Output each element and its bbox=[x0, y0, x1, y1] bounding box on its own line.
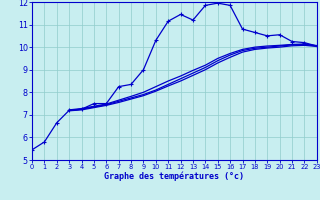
X-axis label: Graphe des températures (°c): Graphe des températures (°c) bbox=[104, 171, 244, 181]
